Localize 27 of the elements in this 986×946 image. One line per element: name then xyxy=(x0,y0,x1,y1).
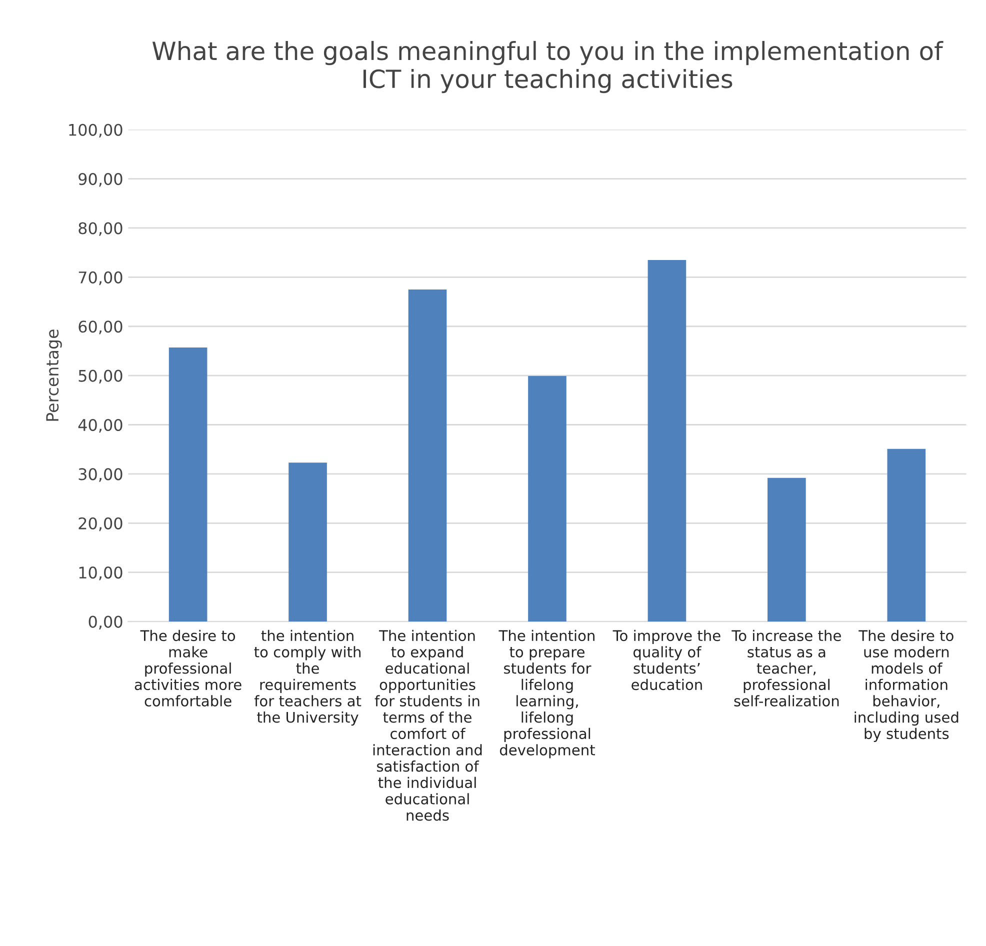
x-tick-label: The desire to make professional activities more comfortable xyxy=(134,630,242,706)
bar xyxy=(887,448,926,622)
x-tick-label: To increase the status as a teacher, professional self-realization xyxy=(732,630,841,706)
category-label: The intention to expand educational opportunities for students in terms of the comfort of interaction and satisfaction of the individual educational needs xyxy=(373,630,482,821)
y-tick-label: 10,00 xyxy=(79,566,122,580)
y-tick-label: 50,00 xyxy=(78,370,122,384)
x-tick-label: The intention to prepare students for lifelong learning, lifelong professional development xyxy=(498,630,595,758)
bar xyxy=(288,462,327,622)
x-tick-label: To improve the quality of students’ education xyxy=(612,630,720,690)
x-tick-label: The desire to use modern models of information behavior, including used by students xyxy=(854,630,958,742)
bar xyxy=(408,289,447,622)
y-tick-label: 100,00 xyxy=(69,124,122,138)
bar xyxy=(168,348,208,622)
chart-title: What are the goals meaningful to you in the implementation of ICT in your teaching activities xyxy=(152,40,944,94)
y-tick-label: 30,00 xyxy=(78,468,122,482)
y-tick-label: 20,00 xyxy=(78,517,122,532)
y-tick-label: 90,00 xyxy=(78,173,122,187)
y-tick-label: 80,00 xyxy=(78,222,122,236)
x-tick-label: the intention to comply with the requirements for teachers at the University xyxy=(254,630,362,726)
y-tick-label: 60,00 xyxy=(78,320,122,334)
y-tick-label: 0,00 xyxy=(88,616,122,630)
y-axis-title: Percentage xyxy=(46,330,62,421)
bar xyxy=(768,478,806,622)
y-tick-label: 40,00 xyxy=(78,418,122,433)
bar xyxy=(648,260,686,622)
bar xyxy=(528,376,566,622)
y-tick-label: 70,00 xyxy=(78,271,122,286)
